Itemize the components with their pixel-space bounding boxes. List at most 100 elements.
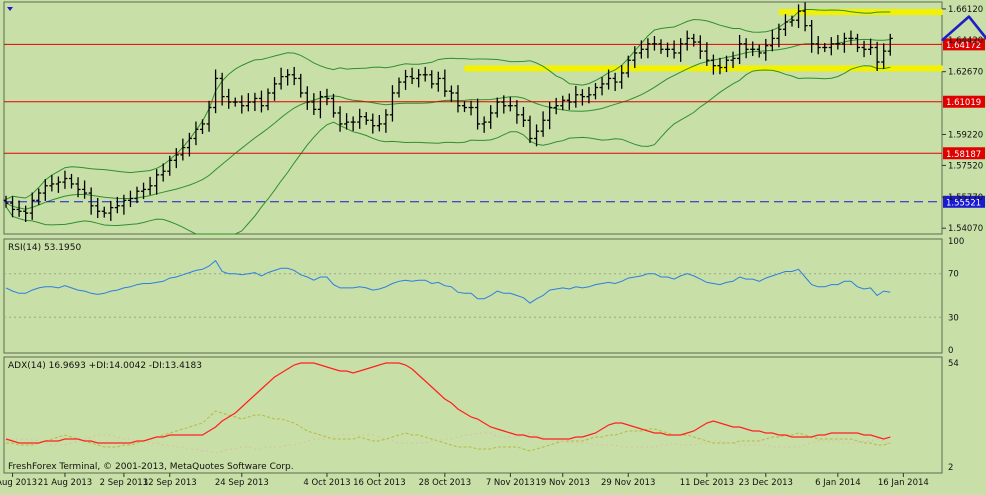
price-bar xyxy=(573,86,578,108)
price-bar xyxy=(121,195,126,215)
price-bar xyxy=(763,39,768,61)
price-bar xyxy=(416,69,421,87)
time-tick-label: 16 Jan 2014 xyxy=(878,478,929,488)
price-level-label: 1.61019 xyxy=(946,98,981,108)
price-bar xyxy=(868,39,873,55)
price-bar xyxy=(508,97,513,112)
price-bar xyxy=(639,40,644,58)
price-tick-label: 1.57520 xyxy=(948,161,983,171)
price-bar xyxy=(423,67,428,82)
time-tick-label: 12 Sep 2013 xyxy=(143,478,197,488)
price-bar xyxy=(318,91,323,118)
price-bar xyxy=(272,77,277,101)
price-bar xyxy=(95,198,100,218)
rsi-tick-label: 100 xyxy=(948,237,964,247)
rsi-title: RSI(14) 53.1950 xyxy=(8,243,81,253)
price-bar xyxy=(338,106,343,131)
price-bar xyxy=(541,111,546,136)
price-bar xyxy=(36,189,41,205)
price-bar xyxy=(49,175,54,191)
bollinger-lower-band xyxy=(6,66,890,234)
rsi-line xyxy=(6,261,890,304)
price-bar xyxy=(30,193,35,220)
price-bar xyxy=(200,119,205,134)
price-bar xyxy=(829,37,834,55)
price-bar xyxy=(816,36,821,54)
price-bar xyxy=(796,4,801,28)
time-tick-label: 19 Nov 2013 xyxy=(536,478,590,488)
price-bar xyxy=(783,14,788,36)
price-bar xyxy=(390,85,395,121)
price-bar xyxy=(613,73,618,91)
price-bar xyxy=(89,187,94,214)
price-bar xyxy=(213,70,218,114)
price-bar xyxy=(495,98,500,118)
price-bar xyxy=(744,38,749,58)
price-bar xyxy=(351,116,356,131)
price-bar xyxy=(357,109,362,129)
price-tick-label: 1.54070 xyxy=(948,224,983,234)
price-bar xyxy=(102,207,107,218)
price-bar xyxy=(711,55,716,75)
price-bar xyxy=(285,69,290,85)
price-bar xyxy=(521,107,526,127)
price-bar xyxy=(672,40,677,58)
price-bar xyxy=(645,38,650,58)
price-bar xyxy=(560,96,565,111)
price-bar xyxy=(69,174,74,189)
price-bar xyxy=(652,36,657,51)
time-tick-label: 9 Aug 2013 xyxy=(0,478,37,488)
price-bar xyxy=(148,177,153,195)
rsi-tick-label: 30 xyxy=(948,313,959,323)
price-bar xyxy=(403,70,408,90)
time-tick-label: 11 Dec 2013 xyxy=(680,478,734,488)
price-bar xyxy=(482,116,487,132)
price-bar xyxy=(580,89,585,105)
price-bar xyxy=(803,2,808,31)
price-tick-label: 1.66120 xyxy=(948,5,983,15)
time-tick-label: 29 Nov 2013 xyxy=(601,478,655,488)
rsi-tick-label: 0 xyxy=(948,346,953,356)
price-bar xyxy=(835,35,840,50)
time-tick-label: 2 Sep 2013 xyxy=(100,478,148,488)
price-bar xyxy=(108,201,113,221)
price-bar xyxy=(174,148,179,168)
price-bar xyxy=(82,181,87,199)
adx-tick-label: 2 xyxy=(948,463,953,473)
price-tick-label: 1.62670 xyxy=(948,68,983,78)
price-tick-label: 1.59220 xyxy=(948,130,983,140)
price-bar xyxy=(593,83,598,99)
price-bar xyxy=(586,87,591,103)
price-bar xyxy=(678,38,683,62)
price-bar xyxy=(737,35,742,64)
price-bar xyxy=(436,72,441,92)
price-bar xyxy=(154,169,159,194)
price-bar xyxy=(855,34,860,52)
price-bar xyxy=(449,86,454,102)
price-bar xyxy=(442,70,447,97)
price-bar xyxy=(685,31,690,51)
price-bar xyxy=(455,85,460,112)
price-bar xyxy=(659,39,664,54)
price-bar xyxy=(383,109,388,133)
price-bar xyxy=(62,171,67,189)
bollinger-upper-band xyxy=(6,10,890,200)
price-bar xyxy=(397,78,402,98)
price-bar xyxy=(429,70,434,88)
bollinger-middle-band xyxy=(6,39,890,209)
price-bar xyxy=(239,95,244,113)
price-bar xyxy=(698,35,703,59)
time-tick-label: 16 Oct 2013 xyxy=(353,478,406,488)
price-bar xyxy=(848,31,853,46)
price-panel-frame xyxy=(4,2,942,234)
rsi-panel-frame xyxy=(4,239,942,353)
price-bar xyxy=(364,112,369,125)
price-bar xyxy=(298,74,303,98)
price-bar xyxy=(547,102,552,129)
price-bar xyxy=(220,73,225,106)
time-tick-label: 24 Sep 2013 xyxy=(215,478,269,488)
rsi-tick-label: 70 xyxy=(948,270,959,280)
time-tick-label: 7 Nov 2013 xyxy=(486,478,535,488)
price-bar xyxy=(233,98,238,107)
